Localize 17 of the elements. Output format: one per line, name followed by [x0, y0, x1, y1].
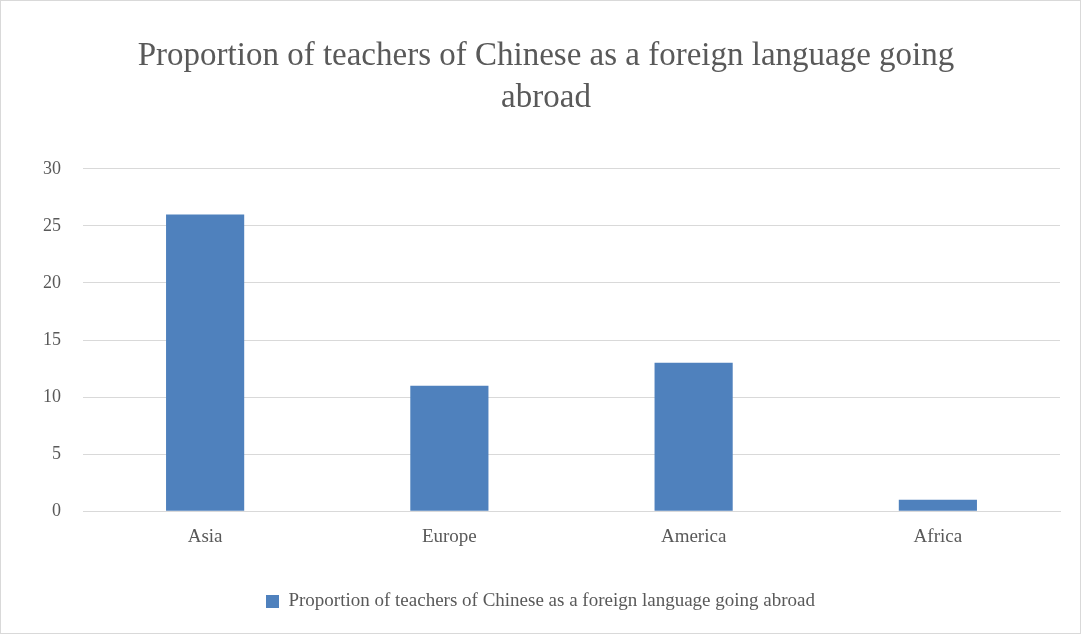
x-tick-label: America	[660, 524, 727, 546]
bar	[898, 499, 977, 511]
x-tick-label: Africa	[913, 524, 963, 546]
legend-label: Proportion of teachers of Chinese as a foreign language going abroad	[288, 589, 816, 611]
y-tick-label: 10	[43, 385, 61, 406]
y-tick-label: 0	[52, 499, 61, 520]
y-tick-label: 15	[43, 328, 61, 349]
x-tick-label: Asia	[187, 524, 224, 546]
x-tick-label: Europe	[421, 524, 477, 546]
y-tick-label: 20	[43, 271, 61, 292]
bar	[410, 385, 489, 511]
bar	[166, 214, 245, 511]
bar	[654, 362, 733, 511]
y-tick-label: 30	[43, 157, 61, 178]
y-tick-label: 5	[52, 442, 61, 463]
y-tick-label: 25	[43, 214, 61, 235]
chart-title: Proportion of teachers of Chinese as a foreign language going abroad	[136, 35, 956, 116]
